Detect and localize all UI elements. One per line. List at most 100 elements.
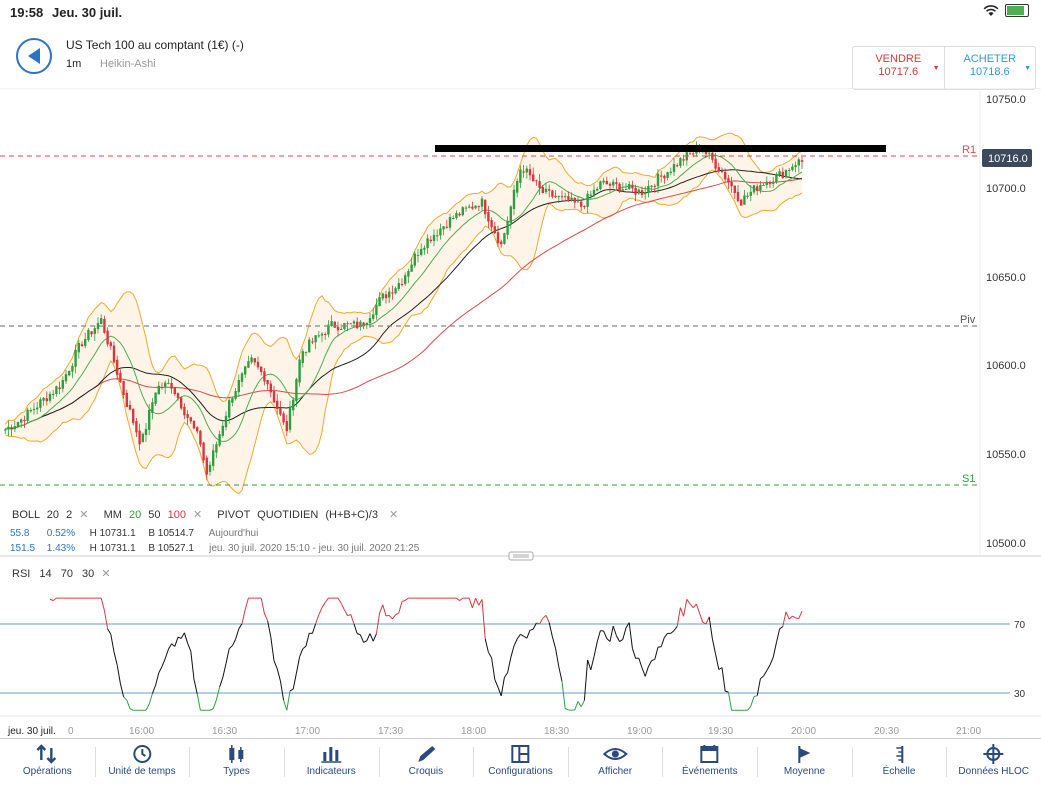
tab-display[interactable]: Afficher (568, 739, 663, 785)
price-tick: 10600.0 (986, 360, 1026, 372)
close-icon[interactable]: ✕ (193, 509, 202, 521)
back-button[interactable] (16, 38, 52, 74)
candle (356, 322, 358, 328)
chart-type-label[interactable]: Heikin-Ashi (100, 58, 156, 70)
candle (273, 391, 275, 402)
tab-scale[interactable]: Échelle (852, 739, 947, 785)
status-bar: 19:58 Jeu. 30 juil. (0, 0, 1041, 24)
candle (417, 255, 419, 256)
trade-panel: VENDRE 10717.6 ▼ ACHETER 10718.6 ▼ (852, 46, 1036, 90)
rsi-segment (728, 692, 731, 710)
candle (81, 344, 83, 346)
rsi-segment (716, 654, 719, 669)
candle (407, 271, 409, 277)
candle (270, 384, 272, 393)
rsi-name[interactable]: RSI (12, 568, 30, 580)
rsi-segment (181, 633, 184, 639)
tab-hloc-data[interactable]: Données HLOC (946, 739, 1041, 785)
rsi-segment (527, 630, 530, 638)
stat-high: H 10731.1 (90, 543, 146, 554)
rsi-segment (492, 658, 495, 679)
candle (321, 334, 323, 336)
tab-drawings[interactable]: Croquis (379, 739, 474, 785)
rsi-segment (696, 604, 699, 613)
rsi-segment (760, 676, 763, 679)
candle (420, 249, 422, 255)
rsi-p1: 14 (39, 568, 51, 580)
candle (311, 341, 313, 342)
rsi-segment (165, 649, 168, 658)
candle (404, 275, 406, 284)
tab-average[interactable]: Moyenne (757, 739, 852, 785)
drawn-resistance-line[interactable] (435, 145, 886, 152)
instrument-name[interactable]: US Tech 100 au comptant (1€) (-) (66, 38, 244, 52)
candle (36, 408, 38, 410)
rsi-segment (223, 664, 226, 678)
rsi-segment (232, 639, 235, 645)
tab-timeframe[interactable]: Unité de temps (95, 739, 190, 785)
candle (23, 420, 25, 421)
rsi-segment (792, 616, 795, 618)
buy-button[interactable]: ACHETER 10718.6 ▼ (945, 47, 1036, 89)
timeframe-label[interactable]: 1m (66, 58, 81, 70)
rsi-segment (712, 639, 715, 654)
rsi-segment (296, 657, 299, 674)
sell-button[interactable]: VENDRE 10717.6 ▼ (853, 47, 945, 89)
triangle-left-icon (26, 47, 42, 65)
tab-operations[interactable]: Opérations (0, 739, 95, 785)
tab-configurations[interactable]: Configurations (473, 739, 568, 785)
tab-events[interactable]: Événements (662, 739, 757, 785)
rsi-segment (546, 615, 549, 622)
candle (330, 321, 332, 326)
time-tick: 21:00 (956, 726, 981, 737)
boll-name[interactable]: BOLL (12, 509, 40, 521)
scale-icon (852, 743, 947, 765)
candle (535, 180, 537, 181)
rsi-segment (383, 605, 386, 616)
rsi-segment (396, 613, 399, 615)
tab-types[interactable]: Types (189, 739, 284, 785)
buy-price: 10718.6 (945, 66, 1036, 78)
candle (785, 170, 787, 177)
time-tick: 17:30 (378, 726, 403, 737)
mm-name[interactable]: MM (104, 509, 122, 521)
rsi-segment (652, 659, 655, 660)
candle (647, 186, 649, 192)
candle (308, 340, 310, 353)
candle (618, 184, 620, 192)
rsi-segment (149, 694, 152, 705)
candle (727, 178, 729, 182)
close-icon[interactable]: ✕ (79, 509, 88, 521)
candle (558, 196, 560, 197)
candle (126, 393, 128, 407)
rsi-segment (786, 612, 789, 619)
candle (644, 192, 646, 194)
candle (250, 357, 252, 362)
rsi-segment (197, 694, 200, 710)
price-chart[interactable]: R1 Piv S1 10750.0 10700.0 10650.0 10600.… (0, 88, 1041, 738)
candle (577, 202, 579, 203)
stat-period: Aujourd'hui (209, 528, 259, 539)
tab-indicators[interactable]: Indicateurs (284, 739, 379, 785)
candle (46, 398, 48, 401)
candle (590, 195, 592, 196)
candle (730, 182, 732, 186)
pane-resize-handle[interactable] (509, 552, 533, 560)
candle (14, 426, 16, 429)
candle (462, 207, 464, 215)
rsi-segment (194, 679, 197, 694)
time-axis-zero: 0 (68, 726, 74, 737)
candle (129, 405, 131, 410)
candle (247, 361, 249, 367)
pivot-name[interactable]: PIVOT (217, 509, 250, 521)
rsi-segment (293, 673, 296, 689)
rsi-segment (236, 629, 239, 639)
rsi-lower-label: 30 (1014, 689, 1026, 700)
candle (494, 226, 496, 233)
close-icon[interactable]: ✕ (389, 509, 398, 521)
rsi-segment (594, 642, 597, 657)
rsi-segment (616, 636, 619, 642)
close-icon[interactable]: ✕ (101, 568, 110, 580)
rsi-segment (274, 661, 277, 669)
rsi-segment (767, 665, 770, 671)
